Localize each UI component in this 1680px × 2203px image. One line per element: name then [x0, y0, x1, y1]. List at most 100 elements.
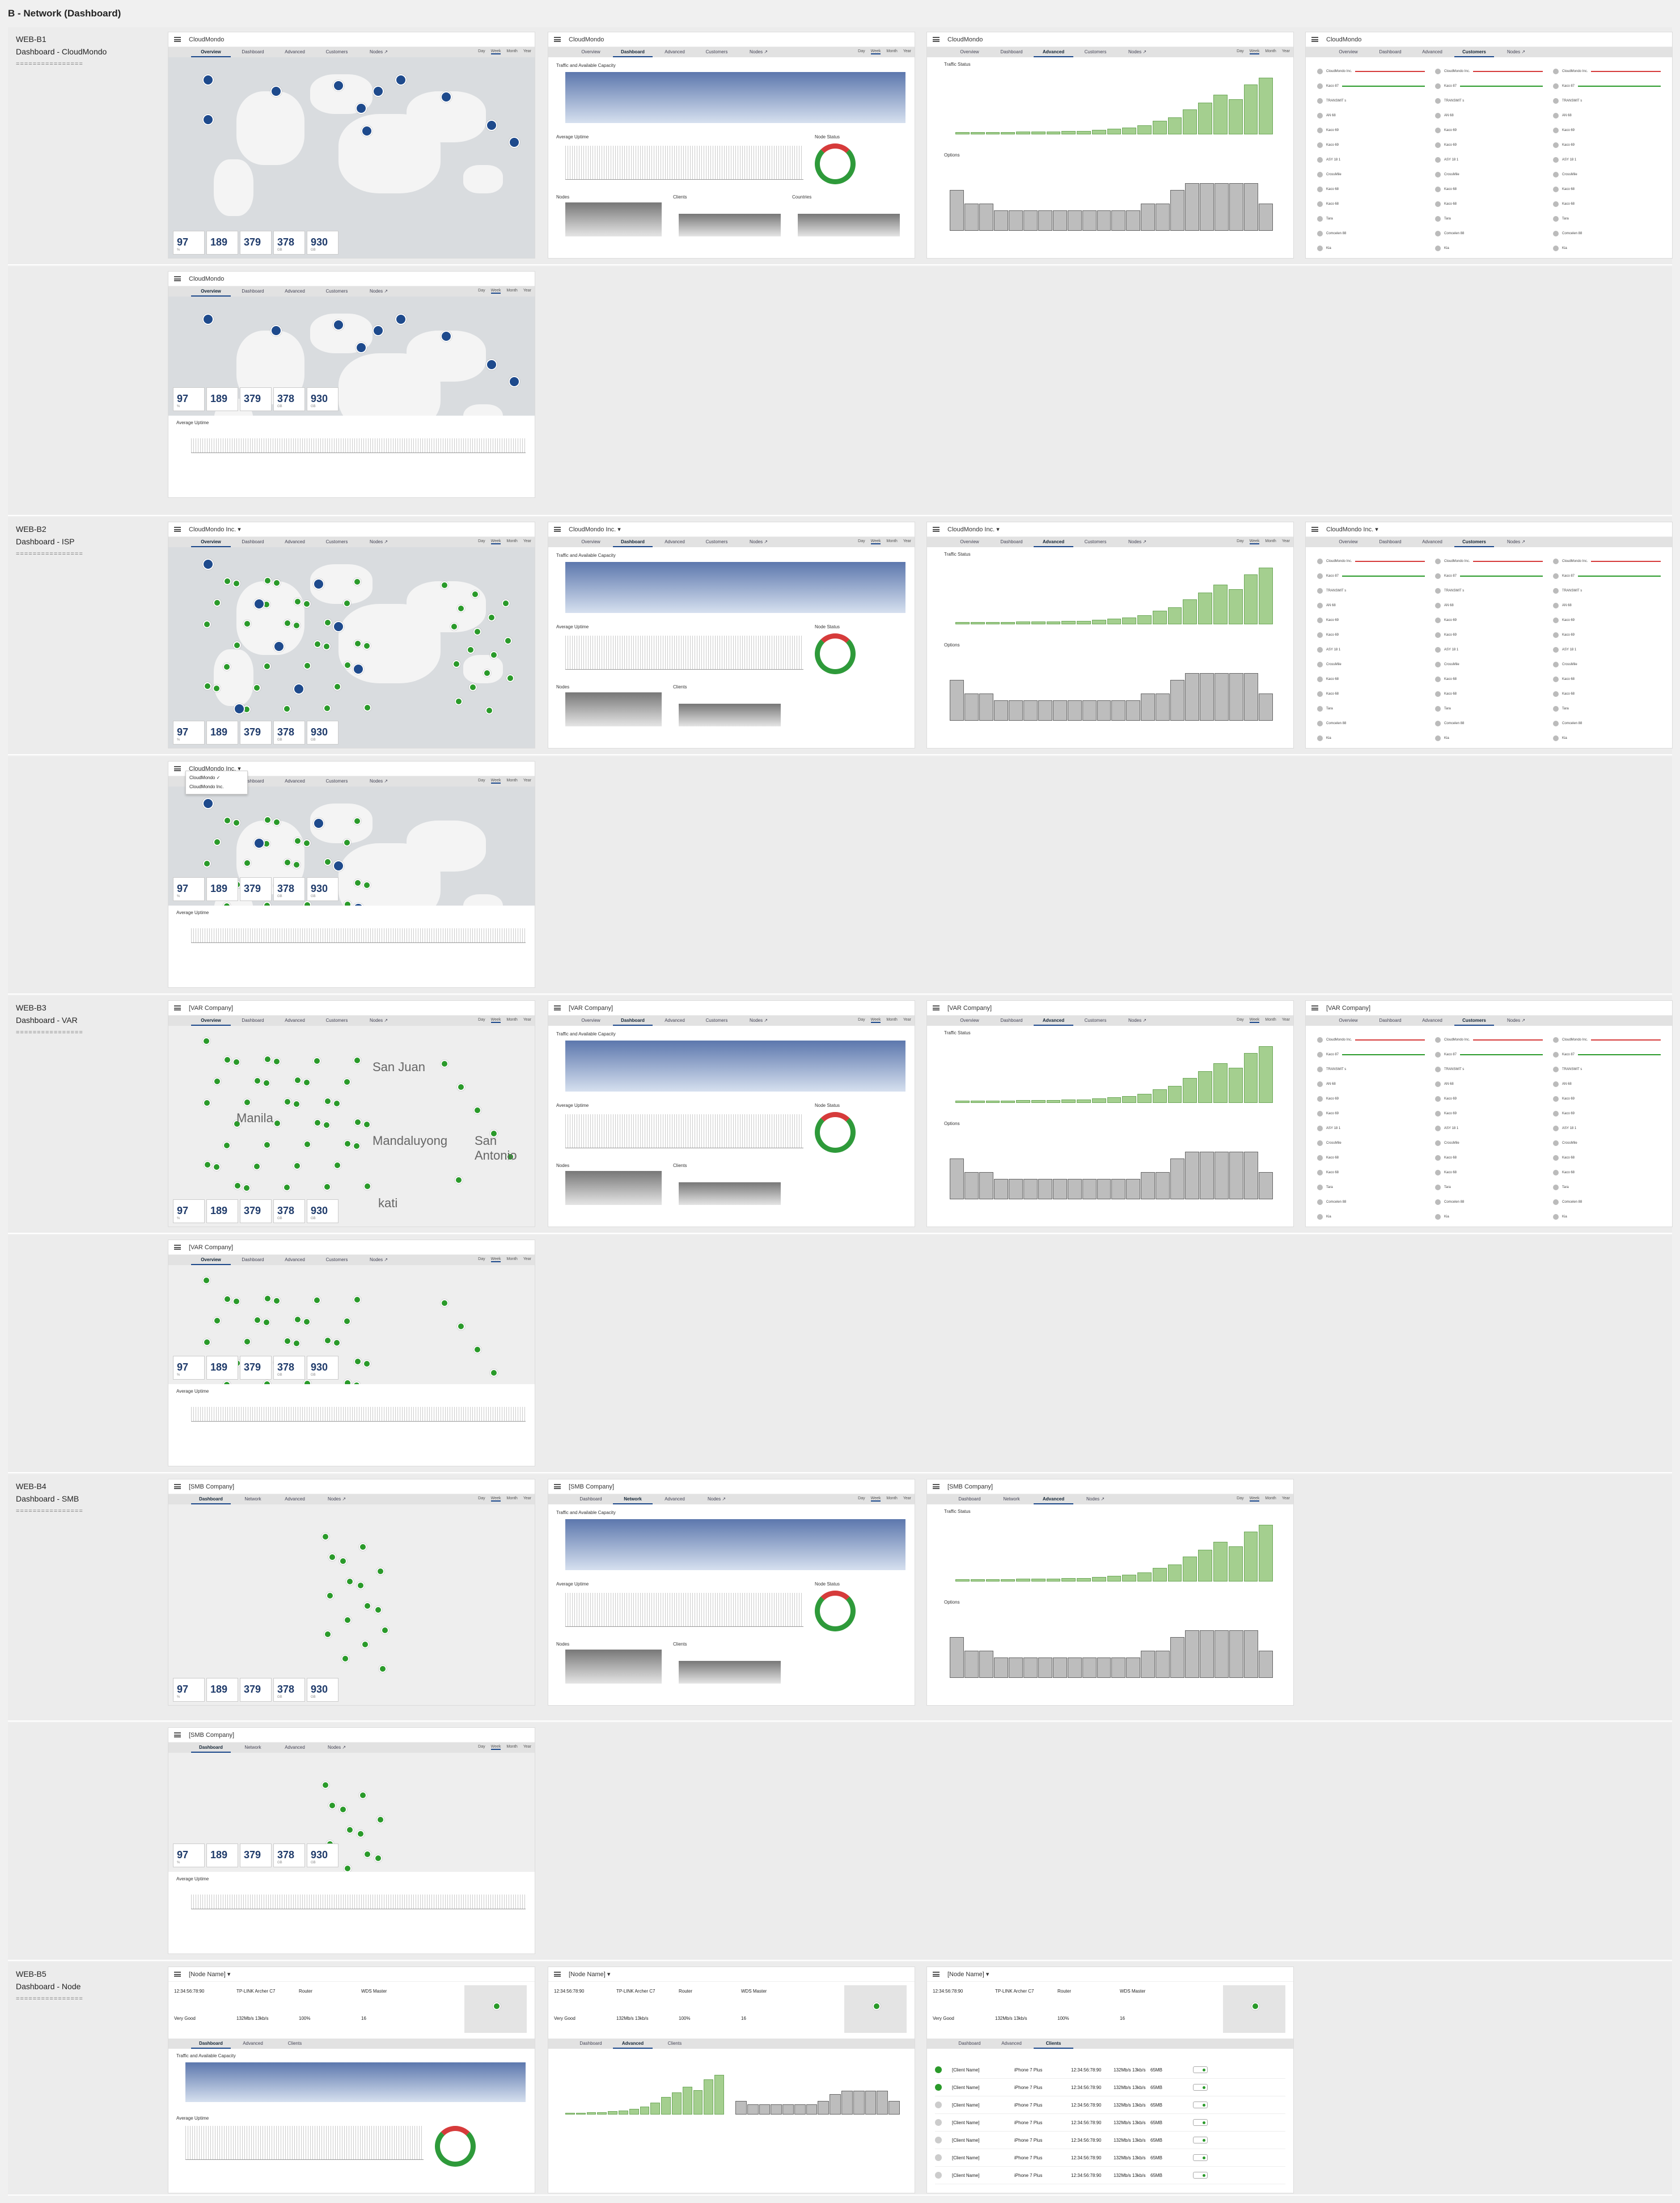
- node-pin[interactable]: [203, 860, 211, 868]
- tab-3[interactable]: Nodes ↗: [1086, 1496, 1105, 1502]
- node-pin[interactable]: [202, 559, 214, 570]
- range-option[interactable]: Month: [506, 289, 518, 293]
- customer-row[interactable]: Kaco 69: [1553, 141, 1661, 149]
- range-option[interactable]: Year: [1281, 49, 1290, 53]
- client-toggle[interactable]: [1193, 2101, 1208, 2108]
- tab-0[interactable]: Overview: [191, 1018, 231, 1026]
- customer-row[interactable]: CloudMondo Inc.: [1553, 1036, 1661, 1044]
- customer-row[interactable]: CloudMondo Inc.: [1553, 557, 1661, 565]
- customer-row[interactable]: CloudMondo Inc.: [1317, 1036, 1425, 1044]
- customer-row[interactable]: Kaco 68: [1553, 200, 1661, 208]
- node-pin[interactable]: [202, 798, 214, 809]
- range-option[interactable]: Month: [506, 1257, 518, 1261]
- customer-row[interactable]: CrossMile: [1317, 1139, 1425, 1147]
- tab-1[interactable]: Advanced: [1001, 2041, 1022, 2046]
- node-pin[interactable]: [363, 1182, 371, 1190]
- tab-1[interactable]: Dashboard: [242, 779, 264, 784]
- node-pin[interactable]: [374, 1606, 382, 1614]
- tab-3[interactable]: Nodes ↗: [707, 1496, 726, 1502]
- tab-0[interactable]: Overview: [1339, 539, 1358, 544]
- customer-row[interactable]: Kia: [1553, 734, 1661, 742]
- node-pin[interactable]: [223, 1295, 231, 1303]
- node-pin[interactable]: [232, 1058, 240, 1066]
- app-name[interactable]: CloudMondo Inc. ▾: [569, 526, 621, 533]
- customer-row[interactable]: Kaco 69: [1553, 1095, 1661, 1103]
- app-name[interactable]: CloudMondo: [189, 36, 225, 43]
- node-pin[interactable]: [344, 661, 352, 669]
- client-toggle[interactable]: [1193, 2154, 1208, 2161]
- tab-1[interactable]: Dashboard: [1000, 1018, 1023, 1023]
- range-option[interactable]: Year: [903, 539, 911, 543]
- app-name[interactable]: [Node Name] ▾: [569, 1971, 611, 1978]
- customer-row[interactable]: CloudMondo Inc.: [1553, 67, 1661, 75]
- node-pin[interactable]: [353, 1296, 361, 1304]
- node-pin[interactable]: [339, 1805, 347, 1813]
- customer-row[interactable]: Kia: [1317, 734, 1425, 742]
- node-pin[interactable]: [202, 1276, 210, 1284]
- node-pin[interactable]: [263, 1318, 270, 1326]
- range-option[interactable]: Day: [478, 289, 485, 293]
- app-name[interactable]: [SMB Company]: [569, 1483, 615, 1490]
- node-pin[interactable]: [486, 120, 497, 131]
- tab-0[interactable]: Overview: [960, 49, 979, 54]
- tab-2[interactable]: Clients: [1034, 2041, 1073, 2049]
- node-pin[interactable]: [486, 359, 497, 370]
- customer-row[interactable]: CrossMile: [1317, 171, 1425, 179]
- menu-icon[interactable]: [933, 37, 940, 42]
- tab-1[interactable]: Dashboard: [242, 1018, 264, 1023]
- menu-icon[interactable]: [933, 1972, 940, 1977]
- tab-1[interactable]: Dashboard: [1000, 49, 1023, 54]
- menu-icon[interactable]: [1311, 37, 1318, 42]
- node-pin[interactable]: [441, 1060, 448, 1068]
- customer-row[interactable]: AN 68: [1317, 602, 1425, 610]
- map[interactable]: 97% 189 379 378 GB 930 GB: [168, 547, 535, 748]
- menu-icon[interactable]: [174, 37, 181, 42]
- range-option[interactable]: Month: [886, 539, 898, 543]
- node-pin[interactable]: [293, 1339, 301, 1347]
- node-pin[interactable]: [213, 1163, 221, 1171]
- range-option[interactable]: Day: [478, 1257, 485, 1261]
- node-pin[interactable]: [473, 1106, 481, 1114]
- node-pin[interactable]: [452, 660, 460, 668]
- tab-1[interactable]: Dashboard: [1379, 1018, 1402, 1023]
- node-pin[interactable]: [455, 1176, 463, 1184]
- customer-row[interactable]: ASY 18 1: [1553, 156, 1661, 164]
- node-pin[interactable]: [273, 1058, 281, 1065]
- tab-2[interactable]: Advanced: [1422, 539, 1442, 544]
- tab-1[interactable]: Dashboard: [613, 539, 653, 547]
- tab-4[interactable]: Nodes ↗: [369, 1257, 388, 1262]
- customer-row[interactable]: Kaco 87: [1317, 82, 1425, 90]
- customer-row[interactable]: CrossMile: [1435, 661, 1543, 669]
- customer-row[interactable]: Kaco 87: [1317, 1051, 1425, 1059]
- customer-row[interactable]: Comcelen 88: [1317, 720, 1425, 728]
- range-option[interactable]: Week: [490, 1018, 501, 1023]
- tab-2[interactable]: Advanced: [665, 1018, 685, 1023]
- node-pin[interactable]: [359, 1543, 367, 1551]
- node-pin[interactable]: [303, 901, 311, 906]
- node-pin[interactable]: [203, 1099, 211, 1107]
- range-option[interactable]: Day: [478, 1496, 485, 1500]
- node-pin[interactable]: [333, 1100, 341, 1107]
- node-pin[interactable]: [467, 646, 475, 654]
- tab-4[interactable]: Nodes ↗: [749, 49, 768, 54]
- node-pin[interactable]: [353, 817, 361, 825]
- node-pin[interactable]: [395, 314, 407, 325]
- app-name[interactable]: [Node Name] ▾: [947, 1971, 989, 1978]
- node-pin[interactable]: [213, 1077, 221, 1085]
- tab-4[interactable]: Nodes ↗: [369, 779, 388, 784]
- range-option[interactable]: Year: [523, 1745, 531, 1749]
- node-pin[interactable]: [213, 1317, 221, 1325]
- tab-0[interactable]: Overview: [960, 539, 979, 544]
- customer-row[interactable]: AN 68: [1435, 1080, 1543, 1088]
- menu-icon[interactable]: [1311, 527, 1318, 532]
- node-pin[interactable]: [344, 1616, 352, 1624]
- node-pin[interactable]: [321, 1781, 329, 1789]
- tab-0[interactable]: Dashboard: [958, 1496, 981, 1502]
- range-option[interactable]: Year: [1281, 1496, 1290, 1500]
- node-pin[interactable]: [363, 1120, 371, 1128]
- app-name[interactable]: [SMB Company]: [189, 1731, 235, 1739]
- customer-row[interactable]: Kaco 68: [1553, 185, 1661, 193]
- node-pin[interactable]: [223, 902, 231, 906]
- tab-1[interactable]: Network: [613, 1496, 653, 1504]
- tab-0[interactable]: Dashboard: [191, 1745, 231, 1753]
